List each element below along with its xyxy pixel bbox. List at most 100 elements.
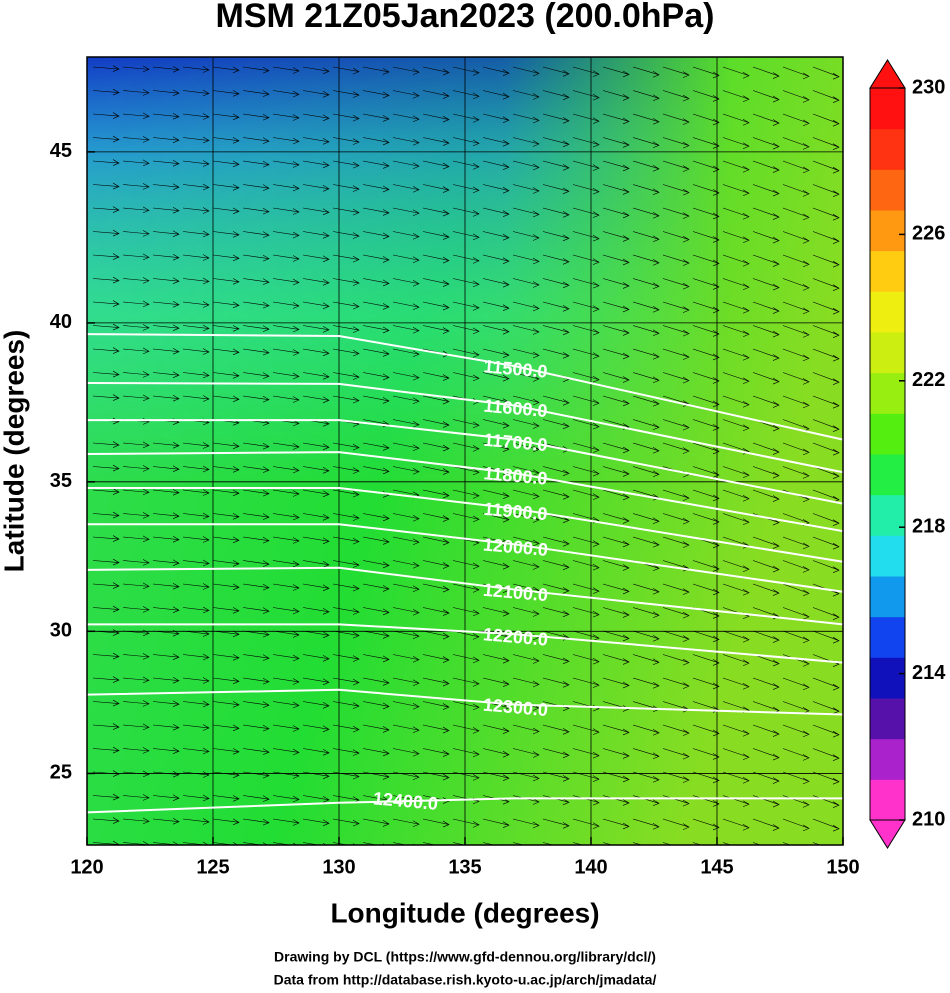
wind-arrow <box>212 654 240 661</box>
wind-arrow <box>452 66 480 76</box>
wind-arrow <box>662 489 690 501</box>
wind-arrow <box>422 701 450 710</box>
wind-arrow <box>542 90 570 101</box>
colorbar-segment <box>870 738 905 780</box>
wind-arrow <box>782 348 810 362</box>
wind-arrow <box>812 207 840 221</box>
wind-arrow <box>302 372 330 380</box>
colorbar-frame <box>869 87 906 821</box>
wind-arrow <box>782 630 810 644</box>
wind-arrow <box>122 277 150 284</box>
wind-arrow <box>272 748 300 756</box>
wind-arrow <box>212 701 240 708</box>
wind-arrow <box>212 395 240 403</box>
wind-arrow <box>572 137 600 148</box>
wind-arrow <box>362 184 390 193</box>
wind-arrow <box>152 676 180 684</box>
wind-arrow <box>512 137 540 147</box>
wind-arrow <box>182 653 210 661</box>
wind-arrow <box>842 537 843 538</box>
wind-arrow <box>152 89 180 96</box>
wind-arrow <box>842 490 843 491</box>
wind-arrow <box>512 489 540 500</box>
wind-arrow <box>242 325 270 332</box>
wind-arrow <box>92 65 120 72</box>
wind-arrow <box>602 325 630 336</box>
wind-arrow <box>662 348 690 360</box>
wind-arrow <box>272 160 300 168</box>
wind-arrow <box>152 700 180 707</box>
wind-arrow <box>692 278 720 290</box>
wind-arrow <box>782 325 810 338</box>
wind-arrow <box>662 442 690 454</box>
wind-arrow <box>452 301 480 311</box>
wind-arrow <box>542 748 570 759</box>
wind-arrow <box>752 442 780 455</box>
wind-arrow <box>152 324 180 331</box>
wind-arrow <box>242 724 270 732</box>
wind-arrow <box>602 301 630 313</box>
wind-arrow <box>242 701 270 708</box>
wind-arrow <box>752 724 780 737</box>
wind-arrow <box>272 137 300 145</box>
wind-arrow <box>662 207 690 219</box>
wind-arrow <box>422 654 450 663</box>
wind-arrow <box>452 348 480 358</box>
wind-arrow <box>332 137 360 145</box>
wind-arrow <box>842 560 843 561</box>
wind-arrow <box>812 419 840 432</box>
wind-arrow <box>182 724 210 731</box>
wind-arrow <box>182 371 210 379</box>
wind-arrow <box>272 513 300 521</box>
wind-arrow <box>602 748 630 759</box>
wind-arrow <box>242 395 270 403</box>
wind-arrow <box>212 607 240 614</box>
wind-arrow <box>812 513 840 526</box>
wind-arrow <box>92 253 120 260</box>
wind-arrow <box>572 419 600 430</box>
wind-arrow <box>92 135 120 143</box>
wind-arrow <box>92 488 120 495</box>
wind-arrow <box>692 724 720 737</box>
wind-arrow <box>332 466 360 474</box>
wind-arrow <box>662 795 690 807</box>
wind-arrow <box>542 818 570 829</box>
wind-arrow <box>572 677 600 688</box>
wind-arrow <box>422 301 450 311</box>
wind-arrow <box>752 348 780 361</box>
chart-title: MSM 21Z05Jan2023 (200.0hPa) <box>216 0 715 35</box>
wind-arrow <box>122 230 150 237</box>
wind-arrow <box>692 90 720 102</box>
wind-arrow <box>542 348 570 359</box>
wind-arrow <box>662 654 690 666</box>
wind-arrow <box>92 652 120 660</box>
wind-arrow <box>482 654 510 664</box>
wind-arrow <box>452 842 474 845</box>
wind-arrow <box>692 513 720 525</box>
wind-arrow <box>722 207 750 220</box>
wind-arrow <box>242 348 270 356</box>
wind-arrow <box>452 231 480 241</box>
wind-arrow <box>212 842 239 845</box>
wind-arrow <box>452 419 480 429</box>
wind-arrow <box>392 325 420 334</box>
wind-arrow <box>572 66 600 77</box>
wind-arrow <box>92 394 120 401</box>
wind-arrow <box>452 325 480 335</box>
wind-arrow <box>782 160 810 174</box>
wind-arrow <box>242 748 270 755</box>
wind-arrow <box>602 372 630 383</box>
wind-arrow <box>422 207 450 217</box>
wind-arrow <box>212 677 240 685</box>
contour-line <box>87 623 843 664</box>
wind-arrow <box>602 560 630 571</box>
wind-arrow <box>542 583 570 594</box>
wind-arrow <box>752 583 780 596</box>
wind-arrow <box>662 748 690 760</box>
wind-arrow <box>842 372 843 373</box>
wind-arrow <box>362 207 390 216</box>
wind-arrow <box>242 372 270 379</box>
wind-arrow <box>692 395 720 408</box>
wind-arrow <box>842 842 843 843</box>
